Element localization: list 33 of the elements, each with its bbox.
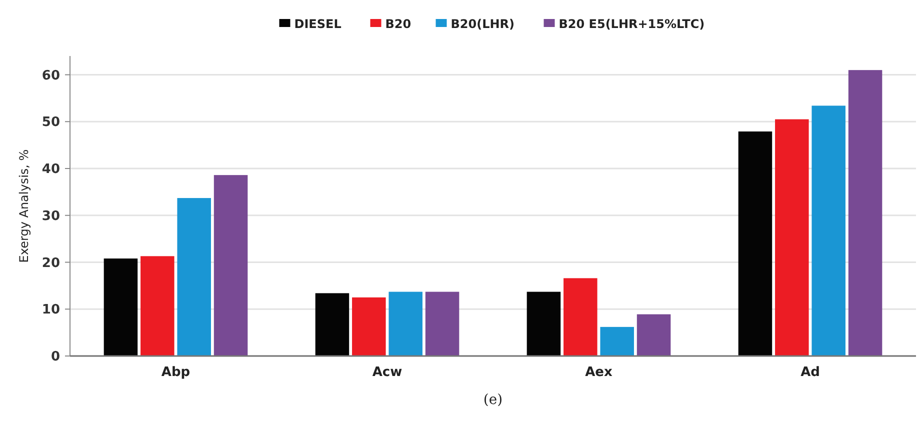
bar [848, 70, 882, 356]
legend-label: B20 [385, 17, 412, 32]
bar [425, 292, 460, 356]
bar [177, 198, 211, 356]
bar [636, 314, 671, 356]
bar [352, 297, 386, 356]
bar [775, 119, 809, 356]
y-axis-title: Exergy Analysis, % [17, 149, 31, 263]
y-tick-label: 40 [42, 162, 60, 178]
x-tick-label: Acw [372, 365, 402, 380]
text: (e) [483, 392, 503, 408]
y-tick-label: 50 [42, 115, 60, 130]
legend-label: B20(LHR) [450, 17, 514, 32]
bar [315, 293, 350, 356]
x-tick-label: Abp [161, 365, 190, 380]
legend-label: B20 E5(LHR+15%LTC) [558, 17, 705, 32]
bar [388, 292, 422, 356]
bar [526, 292, 561, 356]
y-tick-label: 60 [42, 68, 60, 84]
y-tick-label: 20 [42, 256, 60, 271]
bar [104, 258, 138, 356]
x-tick-label: Ad [800, 365, 820, 380]
bar [140, 256, 174, 356]
y-tick-label: 10 [42, 302, 60, 318]
legend-label: DIESEL [294, 17, 342, 32]
x-tick-label: Aex [585, 365, 613, 380]
bar [214, 175, 248, 356]
bar [564, 278, 598, 356]
y-tick-label: 0 [50, 350, 60, 365]
bar [600, 326, 634, 356]
bar [812, 106, 846, 356]
bar [738, 131, 772, 356]
y-tick-label: 30 [42, 208, 60, 224]
